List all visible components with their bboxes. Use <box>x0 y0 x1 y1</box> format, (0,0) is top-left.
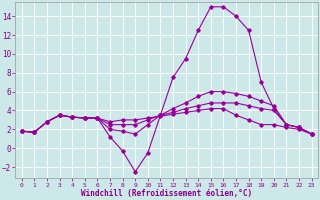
X-axis label: Windchill (Refroidissement éolien,°C): Windchill (Refroidissement éolien,°C) <box>81 189 252 198</box>
